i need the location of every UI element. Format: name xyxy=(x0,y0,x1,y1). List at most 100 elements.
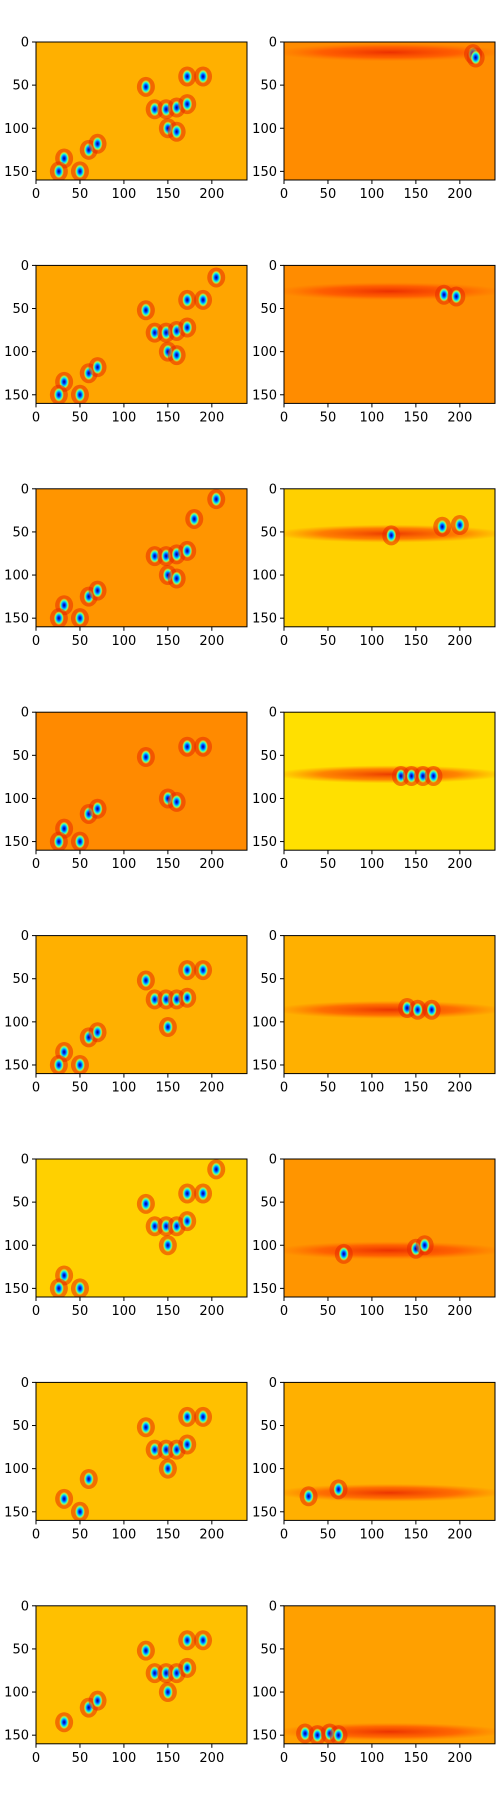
x-tick-label: 200 xyxy=(199,1304,224,1319)
heatmap-background xyxy=(284,42,495,180)
hotspot xyxy=(312,1728,323,1743)
x-tick-label: 150 xyxy=(155,857,180,872)
hotspot xyxy=(182,990,193,1005)
hotspot xyxy=(149,549,160,564)
hotspot xyxy=(59,1491,70,1506)
hotspot xyxy=(149,102,160,117)
y-tick-label: 50 xyxy=(260,302,277,317)
axes-frame xyxy=(283,264,496,404)
y-tick-label: 100 xyxy=(252,345,277,360)
heatmap-panel: 0 50 100 150 200 0 50 100 150 xyxy=(252,1153,496,1319)
x-tick-label: 100 xyxy=(360,1751,385,1766)
x-tick-label: 100 xyxy=(360,634,385,649)
hotspot xyxy=(140,1643,151,1658)
hotspot xyxy=(92,1025,103,1040)
y-tick-label: 100 xyxy=(4,1462,29,1477)
hotspot xyxy=(182,1660,193,1675)
hotspot xyxy=(59,1715,70,1730)
hotspot xyxy=(140,1420,151,1435)
x-tick-label: 150 xyxy=(403,857,428,872)
x-tick-label: 150 xyxy=(155,1081,180,1096)
y-tick-label: 0 xyxy=(269,1153,277,1168)
axes-frame xyxy=(35,488,248,628)
x-tick-label: 0 xyxy=(32,1304,40,1319)
x-tick-label: 100 xyxy=(360,410,385,425)
hotspot xyxy=(182,1409,193,1424)
heatmap-panel: 0 50 100 150 200 0 50 100 150 xyxy=(4,929,248,1096)
x-tick-label: 0 xyxy=(32,1751,40,1766)
activation-band xyxy=(284,43,495,62)
hotspot xyxy=(189,511,200,526)
y-tick-label: 150 xyxy=(252,1058,277,1073)
heatmap-panel: 0 50 100 150 200 0 50 100 150 xyxy=(252,929,496,1096)
hotspot xyxy=(198,963,209,978)
axes-frame xyxy=(35,711,248,851)
heatmap-panel: 0 50 100 150 200 0 50 100 150 xyxy=(4,36,248,202)
y-tick-label: 50 xyxy=(260,749,277,764)
hotspot xyxy=(53,387,64,402)
hotspot xyxy=(162,1685,173,1700)
y-tick-label: 100 xyxy=(252,1015,277,1030)
hotspot xyxy=(182,292,193,307)
x-tick-label: 150 xyxy=(155,1527,180,1542)
y-tick-label: 0 xyxy=(21,36,29,51)
x-tick-label: 0 xyxy=(32,410,40,425)
x-tick-label: 100 xyxy=(112,187,137,202)
y-tick-label: 50 xyxy=(260,1419,277,1434)
heatmap-background xyxy=(284,488,495,627)
x-tick-label: 50 xyxy=(320,1081,337,1096)
y-tick-label: 50 xyxy=(260,1642,277,1657)
x-tick-label: 150 xyxy=(155,634,180,649)
x-tick-label: 200 xyxy=(199,1081,224,1096)
x-tick-label: 150 xyxy=(155,1751,180,1766)
axes-frame xyxy=(283,1158,496,1298)
y-tick-label: 150 xyxy=(4,1282,29,1297)
x-tick-label: 0 xyxy=(280,410,288,425)
y-tick-label: 0 xyxy=(21,482,29,497)
x-tick-label: 200 xyxy=(447,187,472,202)
hotspot xyxy=(53,1057,64,1072)
y-tick-label: 150 xyxy=(252,388,277,403)
y-tick-label: 50 xyxy=(260,972,277,987)
hotspot xyxy=(182,97,193,112)
hotspot xyxy=(74,1057,85,1072)
activation-band xyxy=(284,1241,495,1260)
axes-frame xyxy=(35,1158,248,1298)
y-tick-label: 50 xyxy=(12,749,29,764)
hotspot xyxy=(140,303,151,318)
x-tick-label: 0 xyxy=(280,857,288,872)
y-tick-label: 50 xyxy=(260,525,277,540)
hotspot xyxy=(454,518,465,533)
y-tick-label: 100 xyxy=(4,1015,29,1030)
y-tick-label: 150 xyxy=(252,1282,277,1297)
x-tick-label: 150 xyxy=(403,1527,428,1542)
hotspot xyxy=(437,519,448,534)
x-tick-label: 50 xyxy=(320,1304,337,1319)
hotspot xyxy=(171,794,182,809)
x-tick-label: 200 xyxy=(199,410,224,425)
x-tick-label: 50 xyxy=(320,410,337,425)
y-tick-label: 0 xyxy=(21,259,29,274)
y-tick-label: 100 xyxy=(4,1686,29,1701)
x-tick-label: 0 xyxy=(32,187,40,202)
y-tick-label: 150 xyxy=(4,1505,29,1520)
x-tick-label: 100 xyxy=(360,1081,385,1096)
hotspot xyxy=(198,1409,209,1424)
hotspot xyxy=(149,992,160,1007)
axes-frame xyxy=(35,264,248,404)
hotspot xyxy=(182,69,193,84)
y-tick-label: 150 xyxy=(4,1729,29,1744)
hotspot xyxy=(198,739,209,754)
y-tick-label: 0 xyxy=(21,1153,29,1168)
y-tick-label: 100 xyxy=(252,1462,277,1477)
x-tick-label: 50 xyxy=(320,857,337,872)
hotspot xyxy=(140,750,151,765)
y-tick-label: 100 xyxy=(4,1239,29,1254)
hotspot xyxy=(92,583,103,598)
y-tick-label: 100 xyxy=(4,122,29,137)
y-tick-label: 150 xyxy=(252,612,277,627)
axes-frame xyxy=(283,41,496,181)
heatmap-panel: 0 50 100 150 200 0 50 100 150 xyxy=(252,1376,496,1542)
x-tick-label: 100 xyxy=(360,1527,385,1542)
axes-frame xyxy=(283,488,496,628)
